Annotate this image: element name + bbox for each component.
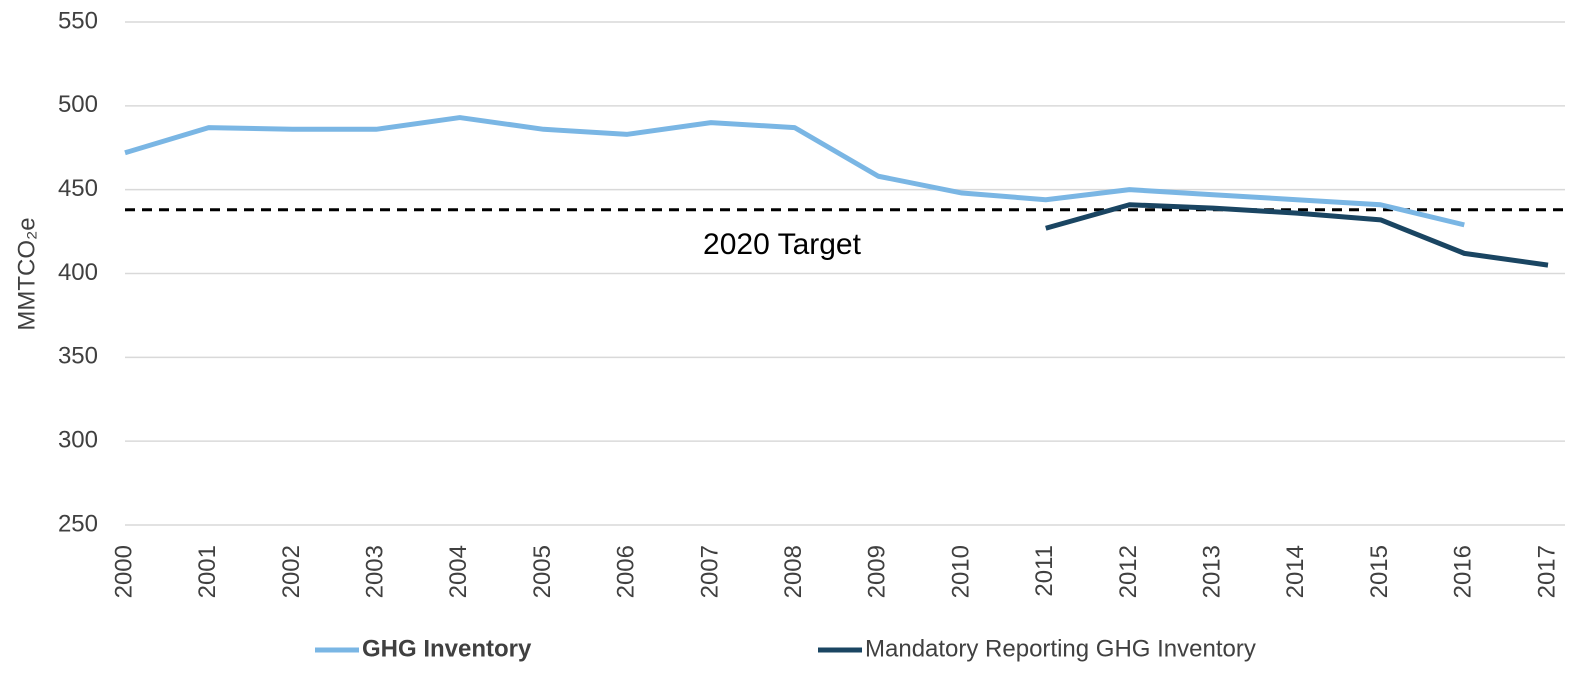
x-tick-label: 2011: [1031, 545, 1058, 597]
x-tick-label: 2003: [361, 545, 388, 598]
x-tick-label: 2002: [278, 545, 305, 598]
y-tick-label: 450: [58, 175, 98, 202]
x-tick-label: 2016: [1450, 545, 1477, 598]
x-tick-label: 2010: [947, 545, 974, 598]
series-line: [1045, 202, 1549, 268]
series-line: [124, 115, 1465, 228]
x-tick-label: 2000: [110, 545, 137, 598]
legend-label: Mandatory Reporting GHG Inventory: [865, 635, 1256, 662]
x-tick-label: 2008: [780, 545, 807, 598]
x-tick-label: 2004: [445, 545, 472, 598]
y-tick-label: 500: [58, 91, 98, 118]
x-tick-label: 2015: [1366, 545, 1393, 598]
x-tick-label: 2014: [1282, 545, 1309, 598]
x-tick-label: 2013: [1199, 545, 1226, 598]
x-tick-label: 2001: [194, 545, 221, 598]
x-tick-label: 2007: [696, 545, 723, 598]
x-tick-label: 2005: [529, 545, 556, 598]
x-tick-label: 2017: [1533, 545, 1560, 598]
x-tick-label: 2006: [613, 545, 640, 598]
y-tick-label: 350: [58, 343, 98, 370]
x-tick-label: 2009: [864, 545, 891, 598]
y-tick-label: 400: [58, 259, 98, 286]
y-axis-label: MMTCO₂e: [13, 217, 40, 330]
x-tick-label: 2012: [1115, 545, 1142, 598]
legend-label: GHG Inventory: [362, 635, 532, 662]
y-tick-label: 250: [58, 510, 98, 537]
target-label: 2020 Target: [703, 228, 862, 261]
y-tick-label: 550: [58, 7, 98, 34]
y-tick-label: 300: [58, 427, 98, 454]
